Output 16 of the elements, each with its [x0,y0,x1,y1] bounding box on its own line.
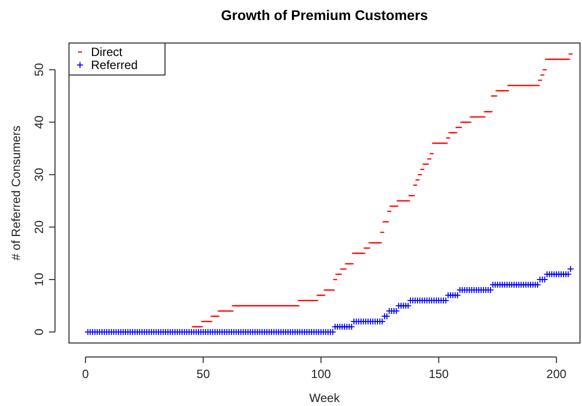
legend-label: Referred [91,58,138,72]
x-tick-label: 0 [82,367,90,381]
y-axis-title: # of Referred Consumers [9,126,23,260]
y-tick-label: 40 [32,115,46,129]
y-tick-label: 50 [32,62,46,76]
y-tick-label: 30 [32,168,46,182]
x-tick-label: 100 [310,367,332,381]
x-tick-label: 50 [196,367,210,381]
chart-title: Growth of Premium Customers [221,7,428,23]
x-tick-label: 200 [546,367,567,381]
y-tick-label: 10 [32,272,46,286]
x-tick-label: 150 [428,367,450,381]
y-tick-label: 0 [32,328,46,336]
x-axis-title: Week [309,391,341,405]
y-tick-label: 20 [32,220,46,234]
legend-label: Direct [91,45,123,59]
